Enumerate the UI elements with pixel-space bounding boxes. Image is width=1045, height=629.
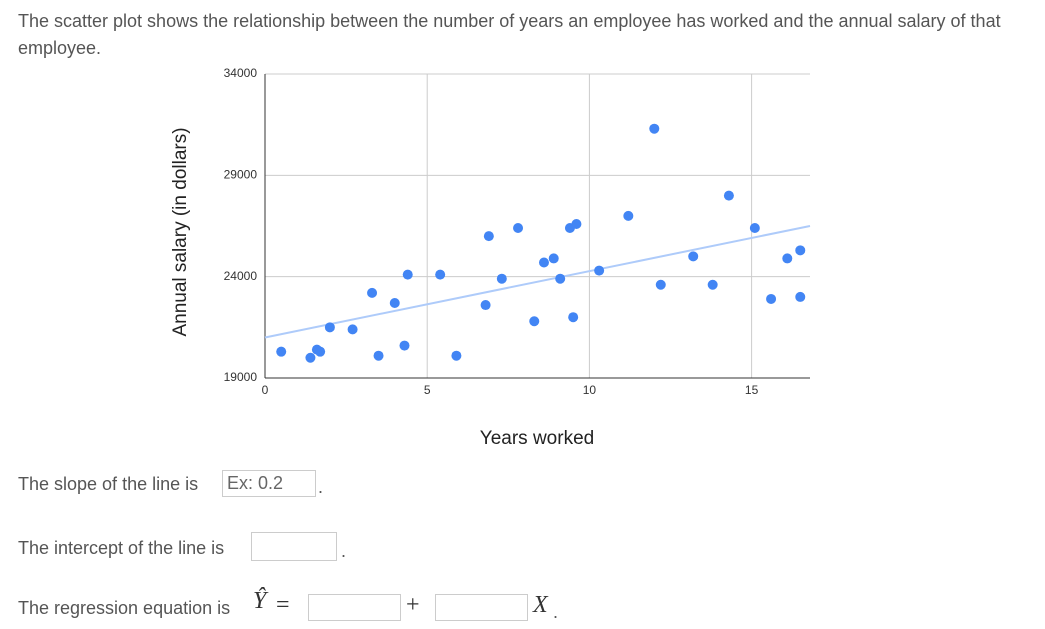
slope-input[interactable] [222,470,316,497]
point [483,231,494,242]
chart: Years worked Annual salary (in dollars) … [170,66,811,449]
point [315,346,326,357]
point [324,322,335,333]
question: The scatter plot shows the relationship … [18,11,1001,58]
point [723,190,734,201]
equation-prompt: The regression equation is [18,598,231,618]
y-axis-label: Annual salary (in dollars) [170,127,191,336]
intercept-input[interactable] [251,532,337,561]
point [548,253,559,264]
x-tick-label: 5 [424,383,431,397]
plus: + [406,592,420,618]
point [568,312,579,323]
intercept-prompt: The intercept of the line is [18,538,225,558]
point [749,223,760,234]
point [795,245,806,256]
y-tick-label: 24000 [224,269,258,283]
period: . [341,541,347,561]
point [655,279,666,290]
trendline [264,225,811,339]
slope-prompt: The slope of the line is [18,474,199,494]
point [435,269,446,280]
x-tick-label: 10 [583,383,597,397]
point [496,273,507,284]
point [571,218,582,229]
point [766,293,777,304]
constant-input[interactable] [308,594,401,621]
point [707,279,718,290]
point [782,253,793,264]
y-tick-label: 34000 [224,66,258,80]
x-tick-label: 0 [262,383,269,397]
point [402,269,413,280]
point [688,251,699,262]
period: . [553,602,559,622]
point [529,316,540,327]
point [276,346,287,357]
point [649,123,660,134]
coefficient-input[interactable] [435,594,528,621]
point [594,265,605,276]
point [389,298,400,309]
point [513,223,524,234]
x-tick-label: 15 [745,383,759,397]
point [480,300,491,311]
point [451,350,462,361]
point [367,287,378,298]
point [538,257,549,268]
x-variable: X [533,592,548,618]
point [373,350,384,361]
x-axis-label: Years worked [480,428,594,449]
point [305,352,316,363]
y-hat: Ŷ [253,588,267,614]
period: . [318,477,324,497]
point [347,324,358,335]
point [623,210,634,221]
point [555,273,566,284]
y-tick-label: 29000 [224,168,258,182]
point [399,340,410,351]
y-tick-label: 19000 [224,370,258,384]
equals: = [276,592,290,618]
point [795,291,806,302]
